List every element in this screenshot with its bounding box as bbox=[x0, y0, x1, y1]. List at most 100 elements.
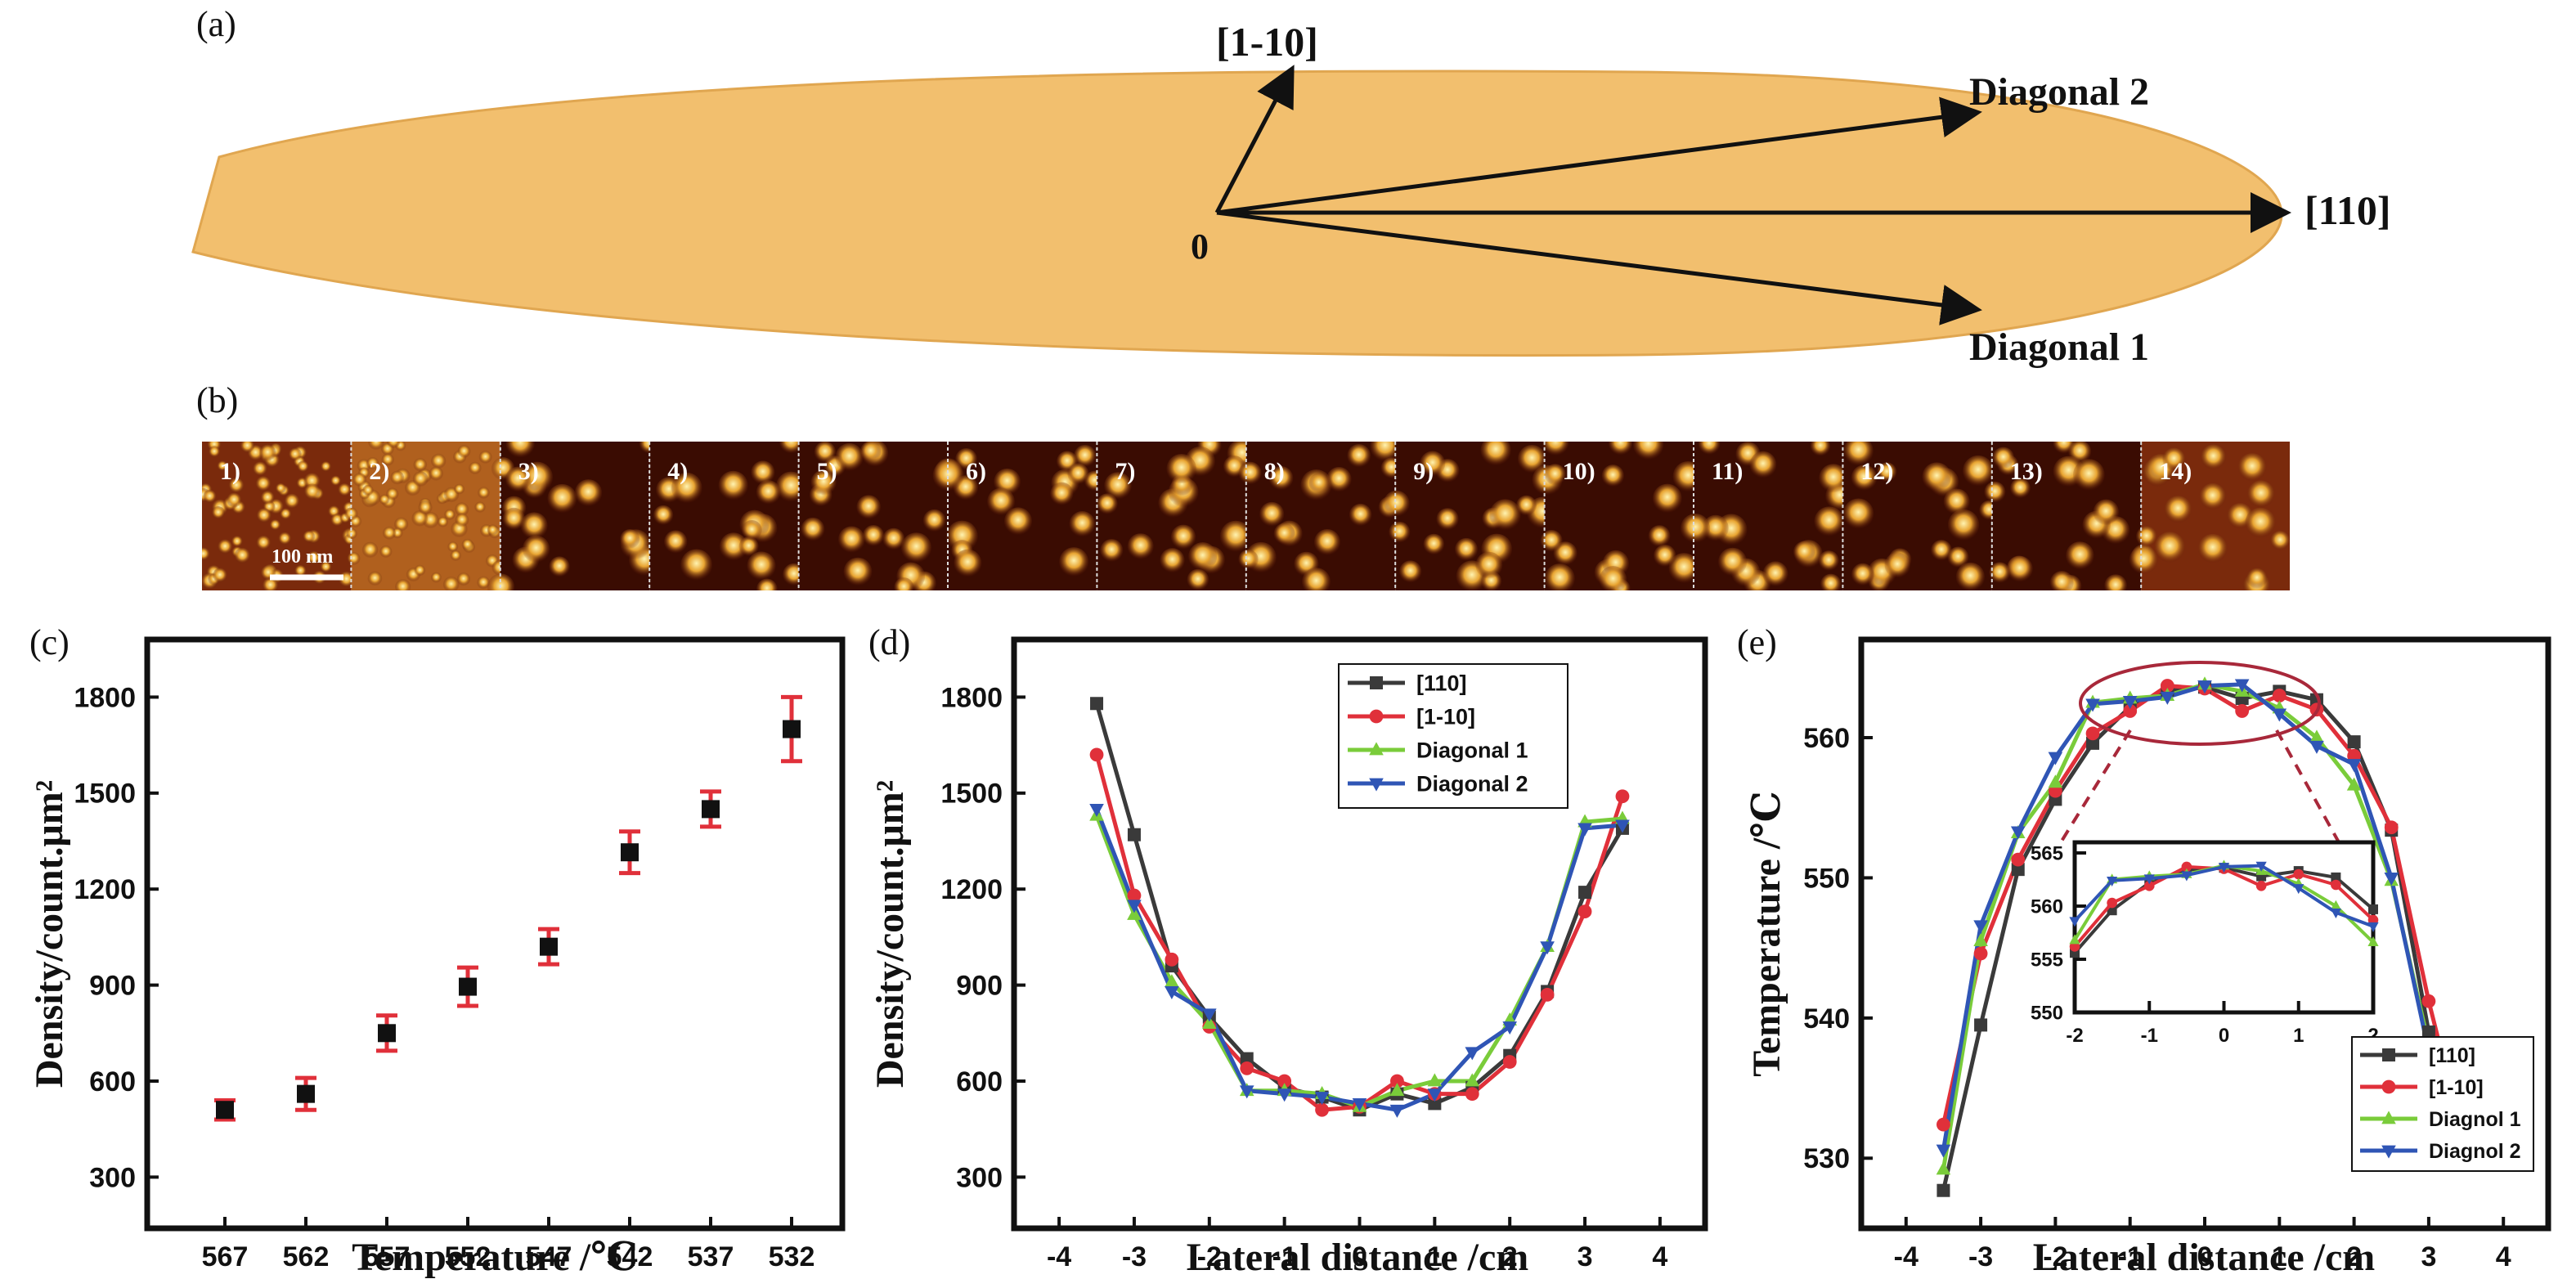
data-point bbox=[621, 843, 639, 862]
x-tick-label: 4 bbox=[2496, 1241, 2511, 1272]
afm-island bbox=[447, 541, 459, 553]
afm-tile-label: 13) bbox=[2010, 458, 2043, 485]
afm-island bbox=[1698, 442, 1721, 456]
y-tick-label: 550 bbox=[1803, 863, 1850, 894]
afm-island bbox=[418, 500, 433, 515]
afm-island bbox=[386, 442, 401, 449]
panel-a-wafer-diagram: (a) 0 [1-10] Diagonal 2 [110] Diagonal 1 bbox=[191, 4, 2391, 369]
y-tick-label: 900 bbox=[956, 971, 1003, 1002]
afm-island bbox=[1843, 442, 1874, 466]
afm-tile-label: 11) bbox=[1712, 458, 1743, 485]
data-point bbox=[2330, 909, 2341, 918]
afm-island bbox=[1989, 562, 2011, 584]
data-point bbox=[1973, 932, 1988, 946]
afm-island bbox=[1749, 451, 1777, 478]
data-point bbox=[1615, 789, 1630, 804]
panel-c-density-vs-temperature: (c) 567 562 557 552 547 542 537 532 300 600 900 120… bbox=[28, 622, 846, 1279]
afm-island bbox=[478, 487, 490, 500]
data-point bbox=[2085, 698, 2100, 712]
data-point bbox=[540, 937, 558, 956]
afm-island bbox=[386, 487, 399, 500]
afm-island bbox=[1842, 498, 1874, 529]
legend-label: [110] bbox=[1416, 671, 1467, 695]
y-tick-label: 1500 bbox=[940, 779, 1003, 810]
x-tick-label: -3 bbox=[1122, 1241, 1147, 1272]
afm-island bbox=[894, 577, 914, 590]
afm-island bbox=[469, 461, 482, 475]
afm-island bbox=[284, 493, 300, 509]
direction-label-diagonal-1: Diagonal 1 bbox=[1969, 325, 2149, 369]
afm-island bbox=[211, 505, 225, 520]
data-point bbox=[1427, 1088, 1443, 1102]
afm-island bbox=[1170, 524, 1196, 550]
afm-island bbox=[574, 479, 603, 507]
afm-island bbox=[1219, 520, 1252, 553]
y-tick-label: 600 bbox=[89, 1066, 136, 1097]
afm-island bbox=[747, 551, 776, 581]
afm-island bbox=[1347, 444, 1371, 468]
axes-e: -4 -3 -2 -1 0 1 2 3 4 530 540 550 560 bbox=[1803, 723, 2511, 1272]
afm-island bbox=[390, 470, 405, 485]
afm-island bbox=[269, 519, 281, 531]
afm-island bbox=[680, 549, 712, 581]
afm-island bbox=[303, 530, 316, 543]
x-tick-label: 3 bbox=[2421, 1241, 2436, 1272]
afm-island bbox=[1454, 537, 1479, 562]
data-point bbox=[1540, 941, 1555, 955]
data-point bbox=[1202, 1008, 1217, 1022]
afm-island bbox=[395, 579, 411, 590]
afm-island bbox=[1059, 547, 1089, 577]
afm-island bbox=[1313, 529, 1341, 556]
afm-island bbox=[1601, 464, 1625, 487]
afm-tile-label: 4) bbox=[667, 458, 688, 485]
afm-island bbox=[2162, 447, 2186, 471]
afm-island bbox=[262, 577, 279, 590]
arrow-1m10 bbox=[1214, 65, 1295, 214]
data-point bbox=[1240, 1061, 1254, 1075]
legend-label: [110] bbox=[2429, 1044, 2475, 1067]
afm-island bbox=[429, 466, 444, 481]
afm-island bbox=[1922, 462, 1952, 491]
x-tick-label: -1 bbox=[2118, 1241, 2143, 1272]
data-point bbox=[1577, 823, 1592, 837]
data-point bbox=[2085, 726, 2100, 741]
afm-island bbox=[1668, 553, 1699, 584]
afm-island bbox=[1349, 503, 1372, 527]
afm-island bbox=[368, 442, 384, 451]
afm-island bbox=[280, 508, 292, 520]
plot-frame-c bbox=[144, 636, 846, 1232]
afm-island bbox=[742, 519, 762, 541]
afm-island bbox=[1050, 482, 1074, 506]
highlight-connector-right bbox=[2275, 729, 2340, 843]
afm-island bbox=[297, 460, 309, 473]
legend-label: Diagonal 1 bbox=[1416, 738, 1528, 762]
afm-island bbox=[455, 502, 469, 517]
afm-island bbox=[1793, 541, 1816, 563]
afm-island bbox=[320, 561, 332, 573]
data-point bbox=[1974, 1018, 1988, 1032]
afm-island bbox=[1955, 562, 1986, 590]
data-point bbox=[2069, 917, 2080, 927]
afm-island bbox=[751, 460, 775, 485]
data-point bbox=[2218, 863, 2230, 873]
x-tick-label: 532 bbox=[769, 1241, 815, 1272]
afm-island bbox=[810, 469, 837, 496]
panel-label-b: (b) bbox=[196, 380, 238, 420]
data-point bbox=[2331, 872, 2341, 882]
data-marks-d bbox=[1089, 697, 1630, 1118]
y-tick-label: 550 bbox=[2031, 1002, 2063, 1024]
afm-island bbox=[719, 532, 748, 561]
panel-b-afm-images: (b) 1) 2) 3) 4) 5) 6) 7) 8) 9) 10) 11) 12) 13) 14) 10… bbox=[196, 380, 2290, 590]
y-tick-label: 1200 bbox=[940, 874, 1003, 905]
data-point bbox=[2384, 820, 2399, 835]
afm-island bbox=[256, 508, 272, 523]
x-tick-label: 2 bbox=[1502, 1241, 1518, 1272]
afm-island bbox=[344, 507, 358, 521]
data-point bbox=[2048, 752, 2063, 765]
origin-label: 0 bbox=[1191, 227, 1209, 267]
data-point bbox=[2107, 897, 2117, 909]
afm-island bbox=[1383, 490, 1410, 517]
afm-island bbox=[1947, 509, 1980, 541]
afm-island bbox=[922, 509, 946, 532]
afm-island bbox=[1259, 501, 1285, 527]
